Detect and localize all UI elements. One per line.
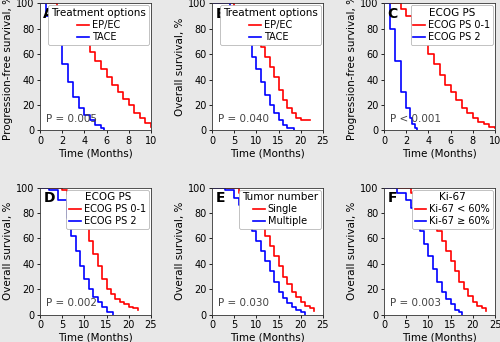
Legend: Ki-67 < 60%, Ki-67 ≥ 60%: Ki-67 < 60%, Ki-67 ≥ 60% xyxy=(412,189,493,229)
Text: P < 0.001: P < 0.001 xyxy=(390,114,440,124)
X-axis label: Time (Months): Time (Months) xyxy=(402,149,477,159)
Text: P = 0.030: P = 0.030 xyxy=(218,298,268,308)
X-axis label: Time (Months): Time (Months) xyxy=(230,333,305,342)
Legend: EP/EC, TACE: EP/EC, TACE xyxy=(220,5,321,45)
Text: F: F xyxy=(388,192,397,206)
Text: D: D xyxy=(44,192,55,206)
Y-axis label: Overall survival, %: Overall survival, % xyxy=(176,202,186,300)
Text: P = 0.002: P = 0.002 xyxy=(46,298,96,308)
Text: P = 0.040: P = 0.040 xyxy=(218,114,268,124)
Y-axis label: Progression-free survival, %: Progression-free survival, % xyxy=(348,0,358,140)
X-axis label: Time (Months): Time (Months) xyxy=(230,149,305,159)
X-axis label: Time (Months): Time (Months) xyxy=(58,149,133,159)
X-axis label: Time (Months): Time (Months) xyxy=(58,333,133,342)
X-axis label: Time (Months): Time (Months) xyxy=(402,333,477,342)
Legend: ECOG PS 0-1, ECOG PS 2: ECOG PS 0-1, ECOG PS 2 xyxy=(66,189,149,229)
Y-axis label: Overall survival, %: Overall survival, % xyxy=(4,202,14,300)
Text: C: C xyxy=(388,7,398,21)
Text: E: E xyxy=(216,192,225,206)
Y-axis label: Progression-free survival, %: Progression-free survival, % xyxy=(4,0,14,140)
Text: P = 0.003: P = 0.003 xyxy=(390,298,440,308)
Text: P = 0.005: P = 0.005 xyxy=(46,114,96,124)
Legend: Single, Multiple: Single, Multiple xyxy=(239,189,321,229)
Y-axis label: Overall survival, %: Overall survival, % xyxy=(176,18,186,116)
Text: A: A xyxy=(44,7,54,21)
Legend: EP/EC, TACE: EP/EC, TACE xyxy=(48,5,149,45)
Y-axis label: Overall survival, %: Overall survival, % xyxy=(348,202,358,300)
Legend: ECOG PS 0-1, ECOG PS 2: ECOG PS 0-1, ECOG PS 2 xyxy=(410,5,493,45)
Text: B: B xyxy=(216,7,226,21)
